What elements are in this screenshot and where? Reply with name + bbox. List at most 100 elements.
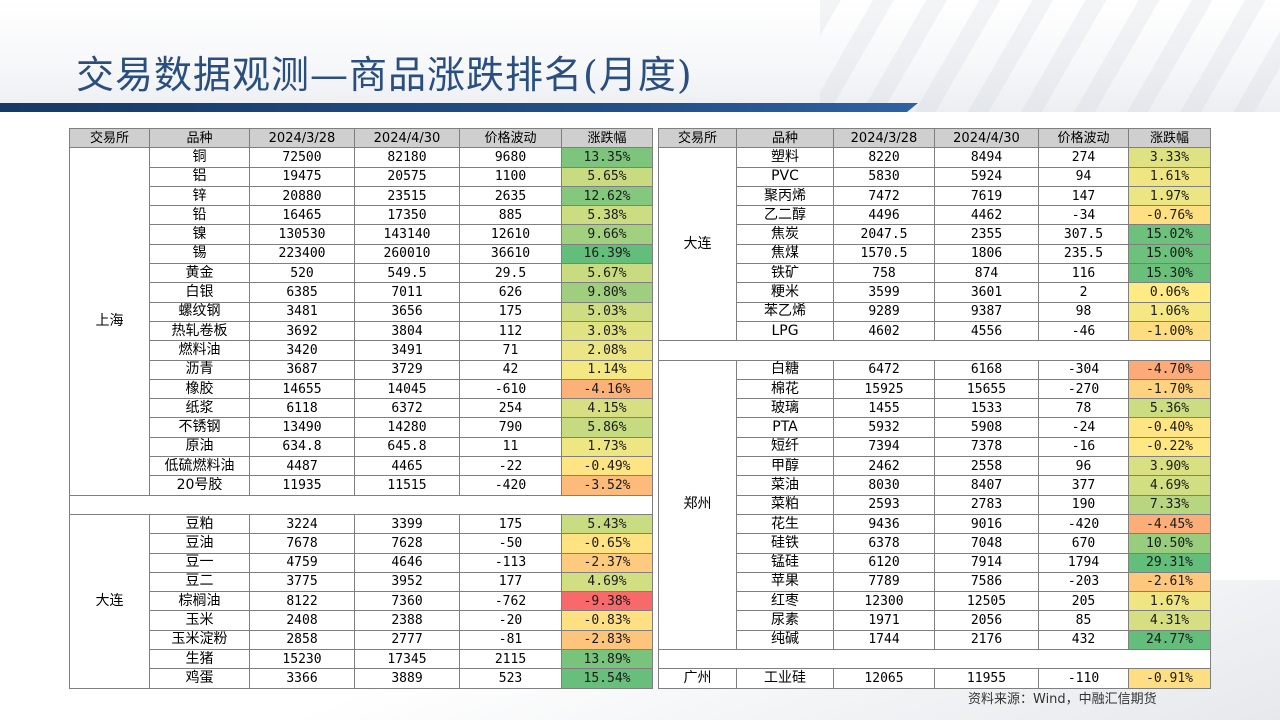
price-end-cell: 2176 [934,629,1039,651]
price-start-cell: 4759 [249,552,355,573]
variety-cell: 尿素 [736,610,834,631]
price-end-cell: 2388 [354,610,460,631]
change-pct-cell: -0.65% [561,533,653,554]
header-change-pct: 涨跌幅 [561,127,653,149]
price-change-cell: 377 [1038,475,1129,496]
variety-cell: 原油 [149,436,250,458]
price-start-cell: 8220 [833,147,935,168]
table-row: 红枣 12300 12505 205 1.67% [659,591,1211,612]
price-end-cell: 7048 [934,533,1039,554]
price-end-cell: 23515 [354,185,460,207]
price-end-cell: 4646 [354,552,460,573]
price-start-cell: 223400 [249,243,355,265]
price-end-cell: 7586 [934,571,1039,593]
price-change-cell: 78 [1038,398,1129,419]
variety-cell: 低硫燃料油 [149,456,250,477]
price-end-cell: 549.5 [354,263,460,284]
price-end-cell: 7360 [354,591,460,612]
variety-cell: 燃料油 [149,340,250,361]
price-change-cell: 2115 [459,649,562,670]
price-change-cell: 98 [1038,301,1129,322]
price-change-cell: -420 [1038,513,1129,535]
price-change-cell: 190 [1038,494,1129,515]
price-start-cell: 12300 [833,591,935,612]
variety-cell: PVC [736,166,834,187]
table-row: 玉米淀粉 2858 2777 -81 -2.83% [70,629,653,651]
exchange-cell: 郑州 [658,359,737,651]
change-pct-cell: 5.86% [561,417,653,438]
price-end-cell: 1806 [934,243,1039,265]
price-end-cell: 12505 [934,591,1039,612]
table-row: 铝 19475 20575 1100 5.65% [70,166,653,187]
table-row: 菜油 8030 8407 377 4.69% [659,475,1211,496]
price-end-cell: 2777 [354,629,460,651]
change-pct-cell: -2.83% [561,629,653,651]
price-end-cell: 3804 [354,320,460,342]
table-row: 棉花 15925 15655 -270 -1.70% [659,378,1211,400]
price-end-cell: 11515 [354,475,460,496]
price-end-cell: 82180 [354,147,460,168]
variety-cell: 菜油 [736,475,834,496]
price-change-cell: -24 [1038,417,1129,438]
price-change-cell: -762 [459,591,562,612]
price-change-cell: -16 [1038,436,1129,458]
table-row: 玉米 2408 2388 -20 -0.83% [70,610,653,631]
price-change-cell: 175 [459,301,562,322]
table-row: 纸浆 6118 6372 254 4.15% [70,398,653,419]
price-change-cell: 29.5 [459,263,562,284]
price-change-cell: 254 [459,398,562,419]
header-background [0,0,1280,112]
price-change-cell: -81 [459,629,562,651]
table-row: 苹果 7789 7586 -203 -2.61% [659,571,1211,593]
variety-cell: 铁矿 [736,263,834,284]
change-pct-cell: -0.22% [1128,436,1211,458]
change-pct-cell: -0.91% [1128,668,1211,689]
price-start-cell: 13490 [249,417,355,438]
price-start-cell: 6120 [833,552,935,573]
change-pct-cell: 4.15% [561,398,653,419]
header-price-change: 价格波动 [1038,127,1129,149]
price-end-cell: 3491 [354,340,460,361]
group-separator-row [69,494,653,515]
variety-cell: 硅铁 [736,533,834,554]
header-exchange: 交易所 [658,127,737,149]
change-pct-cell: 1.73% [561,436,653,458]
price-end-cell: 3952 [354,571,460,593]
change-pct-cell: 1.97% [1128,185,1211,207]
change-pct-cell: -1.70% [1128,378,1211,400]
variety-cell: 铜 [149,147,250,168]
price-change-cell: 71 [459,340,562,361]
table-row: 聚丙烯 7472 7619 147 1.97% [659,185,1211,207]
change-pct-cell: 13.89% [561,649,653,670]
table-row: 花生 9436 9016 -420 -4.45% [659,513,1211,535]
price-start-cell: 4487 [249,456,355,477]
table-row: 镍 130530 143140 12610 9.66% [70,224,653,245]
price-end-cell: 7914 [934,552,1039,573]
price-change-cell: 116 [1038,263,1129,284]
price-change-cell: -34 [1038,205,1129,226]
price-end-cell: 3889 [354,668,460,689]
change-pct-cell: 3.33% [1128,147,1211,168]
exchange-cell: 大连 [658,147,737,342]
price-change-cell: -22 [459,456,562,477]
price-change-cell: 96 [1038,456,1129,477]
variety-cell: PTA [736,417,834,438]
price-start-cell: 15925 [833,378,935,400]
price-start-cell: 1744 [833,629,935,651]
change-pct-cell: -0.49% [561,456,653,477]
price-end-cell: 7378 [934,436,1039,458]
variety-cell: 焦炭 [736,224,834,245]
price-end-cell: 3656 [354,301,460,322]
table-row: PVC 5830 5924 94 1.61% [659,166,1211,187]
variety-cell: 鸡蛋 [149,668,250,689]
price-end-cell: 5924 [934,166,1039,187]
price-change-cell: 885 [459,205,562,226]
price-start-cell: 634.8 [249,436,355,458]
table-row: 大连 豆粕 3224 3399 175 5.43% [69,513,653,689]
price-end-cell: 9387 [934,301,1039,322]
variety-cell: 沥青 [149,359,250,380]
variety-cell: 棉花 [736,378,834,400]
header-row: 交易所 品种 2024/3/28 2024/4/30 价格波动 涨跌幅 [69,127,653,149]
page-title: 交易数据观测—商品涨跌排名(月度) [76,53,693,97]
variety-cell: 豆二 [149,571,250,593]
